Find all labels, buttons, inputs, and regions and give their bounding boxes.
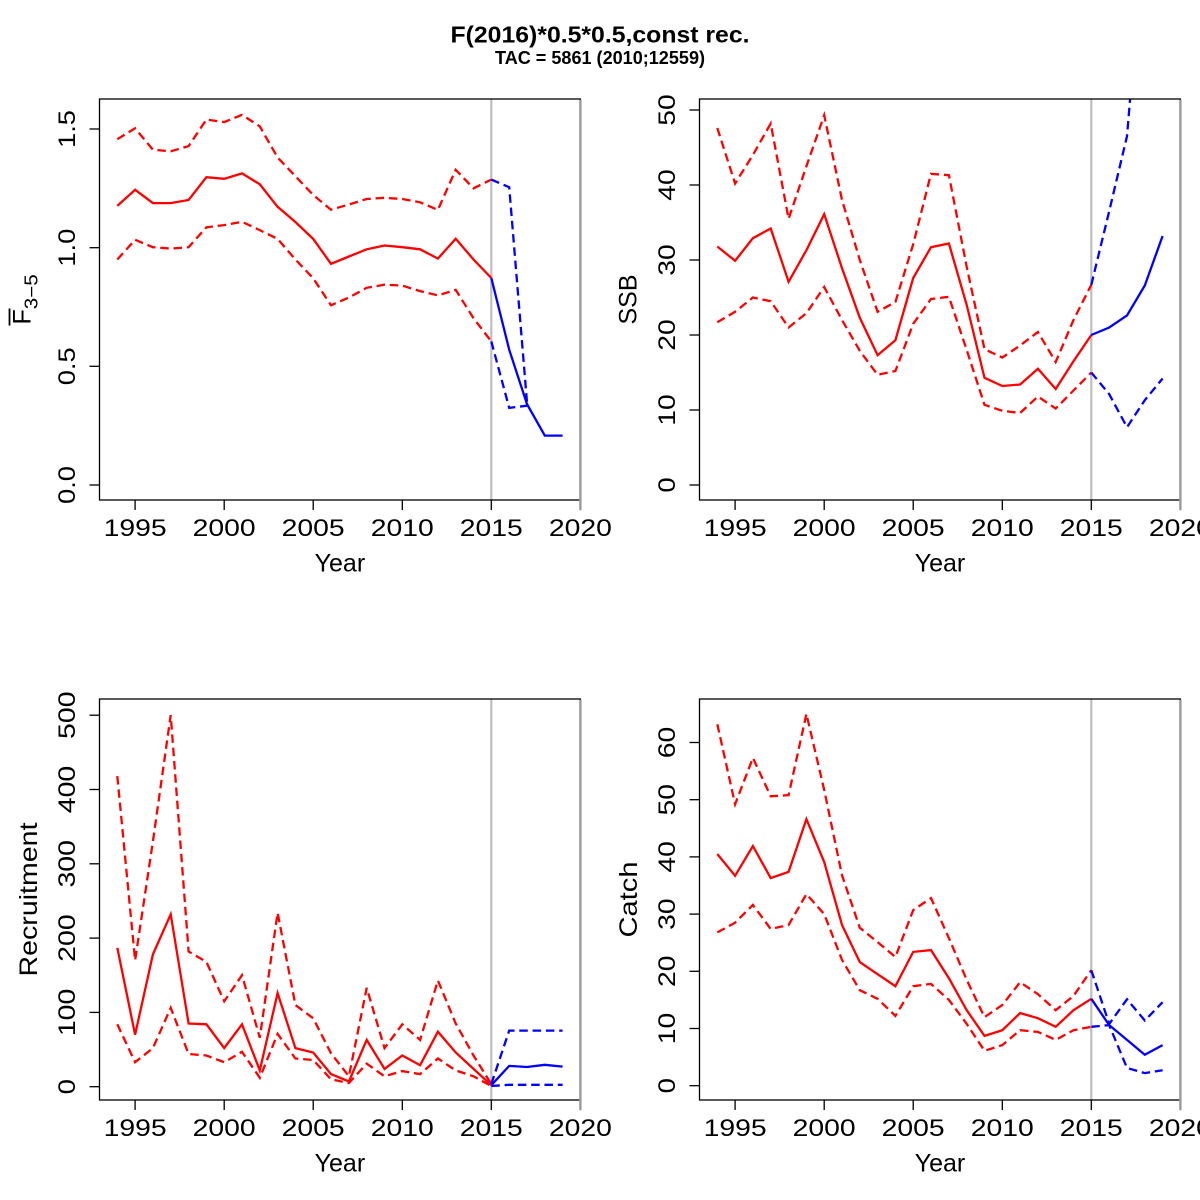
svg-text:30: 30 [654,898,681,930]
svg-text:1995: 1995 [704,1115,767,1142]
svg-text:100: 100 [54,989,81,1037]
svg-text:40: 40 [654,169,681,201]
svg-text:2010: 2010 [971,515,1034,542]
svg-text:2005: 2005 [282,1115,345,1142]
svg-text:Year: Year [915,550,966,578]
svg-text:2005: 2005 [882,1115,945,1142]
svg-text:Catch: Catch [615,862,643,938]
svg-text:2015: 2015 [460,1115,523,1142]
svg-text:2005: 2005 [882,515,945,542]
svg-text:200: 200 [54,914,81,962]
svg-text:1995: 1995 [104,1115,167,1142]
svg-text:30: 30 [654,244,681,276]
svg-text:20: 20 [654,956,681,988]
svg-text:0: 0 [654,1078,681,1093]
svg-text:F3−5: F3−5 [9,274,42,324]
svg-text:1995: 1995 [704,515,767,542]
svg-text:300: 300 [54,840,81,888]
svg-text:2005: 2005 [282,515,345,542]
svg-text:2010: 2010 [371,1115,434,1142]
svg-text:0: 0 [654,477,681,492]
svg-text:TAC = 5861 (2010;12559): TAC = 5861 (2010;12559) [495,48,705,68]
svg-text:F(2016)*0.5*0.5,const rec.: F(2016)*0.5*0.5,const rec. [451,21,750,47]
svg-text:2010: 2010 [371,515,434,542]
svg-text:Year: Year [315,550,366,578]
svg-text:10: 10 [654,1013,681,1045]
svg-text:2015: 2015 [460,515,523,542]
svg-text:2015: 2015 [1060,1115,1123,1142]
svg-text:60: 60 [654,727,681,759]
svg-text:50: 50 [654,784,681,816]
svg-text:2015: 2015 [1060,515,1123,542]
svg-text:2010: 2010 [971,1115,1034,1142]
svg-text:Year: Year [915,1150,966,1178]
svg-text:Recruitment: Recruitment [15,822,43,976]
svg-text:50: 50 [654,94,681,126]
svg-text:2000: 2000 [193,1115,256,1142]
svg-text:1995: 1995 [104,515,167,542]
svg-text:2020: 2020 [1149,515,1200,542]
svg-text:400: 400 [54,766,81,814]
svg-text:20: 20 [654,319,681,351]
svg-text:1.0: 1.0 [54,229,81,267]
svg-text:500: 500 [54,691,81,739]
svg-text:2000: 2000 [793,1115,856,1142]
svg-text:40: 40 [654,841,681,873]
svg-text:0.5: 0.5 [54,347,81,385]
svg-text:2020: 2020 [549,515,612,542]
svg-text:2000: 2000 [793,515,856,542]
svg-text:2000: 2000 [193,515,256,542]
svg-text:10: 10 [654,394,681,426]
svg-text:0.0: 0.0 [54,466,81,504]
svg-text:1.5: 1.5 [54,110,81,148]
svg-text:Year: Year [315,1150,366,1178]
svg-text:2020: 2020 [1149,1115,1200,1142]
svg-text:0: 0 [54,1079,81,1094]
svg-text:2020: 2020 [549,1115,612,1142]
svg-text:SSB: SSB [615,275,643,325]
